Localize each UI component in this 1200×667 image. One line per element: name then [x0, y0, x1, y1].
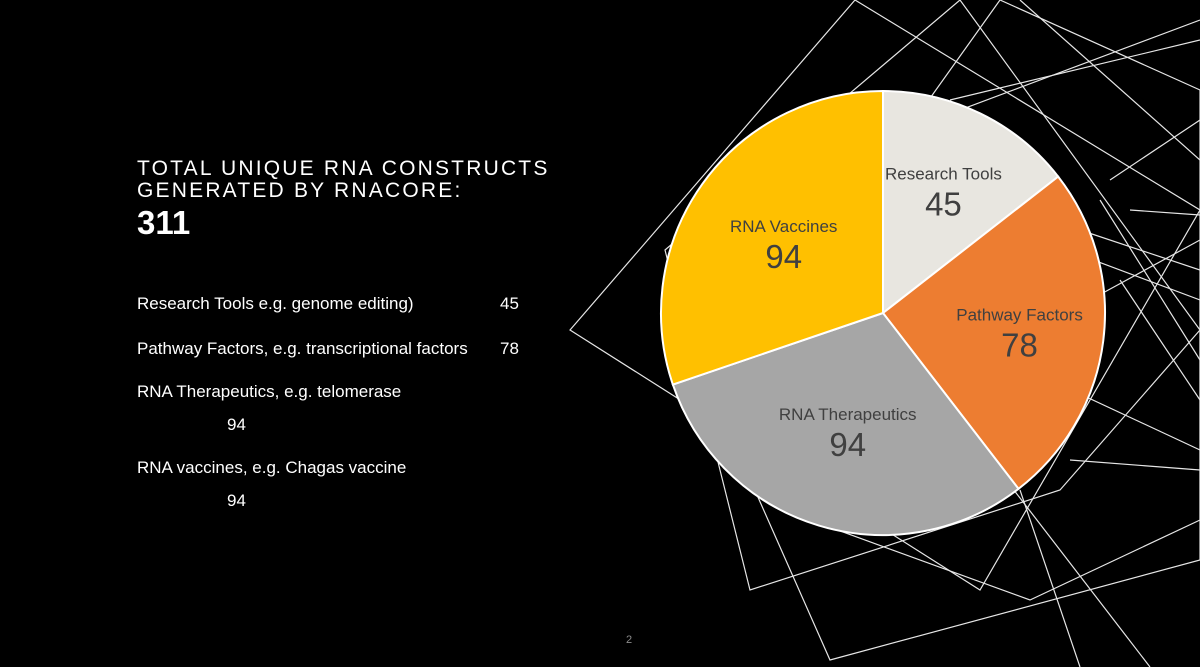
pie-slice-research-tools — [882, 89, 1060, 316]
heading-line-2: GENERATED BY RNACORE: — [137, 179, 463, 202]
legend-item-rna-therapeutics: RNA Therapeutics, e.g. telomerase — [137, 382, 402, 401]
slice-value-rna-therapeutics: 94 — [829, 426, 866, 463]
legend-item-pathway-factors: Pathway Factors, e.g. transcriptional fa… — [137, 339, 468, 358]
pie-slice-rna-vaccines — [660, 89, 884, 386]
slice-label-rna-therapeutics: RNA Therapeutics — [779, 405, 917, 424]
pie-slice-rna-therapeutics — [671, 311, 1020, 536]
slice-label-research-tools: Research Tools — [885, 164, 1002, 183]
pie-slice-pathway-factors — [881, 175, 1106, 491]
page-number: 2 — [626, 634, 633, 646]
legend-value-rna-therapeutics: 94 — [227, 415, 246, 434]
legend-item-research-tools: Research Tools e.g. genome editing) — [137, 294, 414, 313]
slide-heading: TOTAL UNIQUE RNA CONSTRUCTS GENERATED BY… — [137, 158, 550, 202]
legend-value-research-tools: 45 — [500, 294, 519, 313]
heading-line-1: TOTAL UNIQUE RNA CONSTRUCTS — [137, 157, 550, 180]
slice-value-pathway-factors: 78 — [1001, 326, 1038, 363]
legend-value-rna-vaccines: 94 — [227, 491, 246, 510]
total-count: 311 — [137, 204, 191, 241]
slice-label-rna-vaccines: RNA Vaccines — [730, 217, 837, 236]
legend-value-pathway-factors: 78 — [500, 339, 519, 358]
slice-label-pathway-factors: Pathway Factors — [956, 305, 1083, 324]
slice-value-research-tools: 45 — [925, 185, 962, 222]
legend-item-rna-vaccines: RNA vaccines, e.g. Chagas vaccine — [137, 458, 407, 477]
slice-value-rna-vaccines: 94 — [765, 238, 802, 275]
